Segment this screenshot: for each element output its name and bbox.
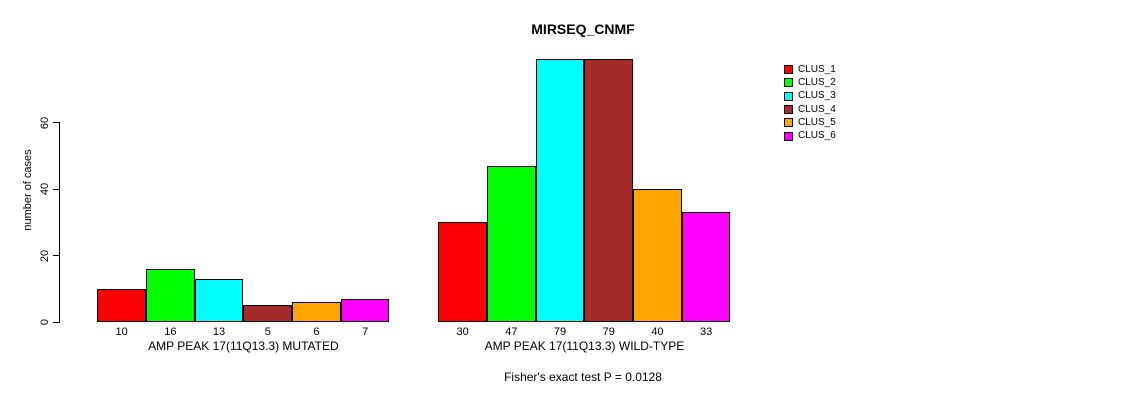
bar-wild-type-clus_6: [681, 212, 731, 322]
legend: CLUS_1 CLUS_2 CLUS_3 CLUS_4 CLUS_5 CLUS_6: [784, 63, 836, 143]
bar-value-label: 16: [164, 326, 177, 338]
legend-item-clus_1: CLUS_1: [784, 63, 836, 76]
x-axis-group-label-wild-type: AMP PEAK 17(11Q13.3) WILD-TYPE: [484, 339, 685, 353]
fisher-test-note: Fisher's exact test P = 0.0128: [504, 370, 662, 384]
legend-item-label: CLUS_6: [798, 130, 836, 142]
legend-swatch-clus_1: [784, 65, 793, 75]
bar-value-label: 10: [115, 326, 128, 338]
legend-item-label: CLUS_1: [798, 63, 836, 75]
bar-wild-type-clus_4: [584, 59, 634, 322]
legend-item-clus_3: CLUS_3: [784, 90, 836, 103]
y-tick-label: 40: [39, 182, 51, 196]
y-axis-line: [59, 122, 60, 323]
bar-value-label: 30: [456, 326, 469, 338]
y-tick-mark: [53, 255, 60, 256]
legend-item-label: CLUS_4: [798, 103, 836, 115]
legend-swatch-clus_2: [784, 78, 793, 88]
bar-mutated-clus_2: [146, 268, 195, 322]
bar-value-label: 47: [505, 326, 518, 338]
legend-item-clus_6: CLUS_6: [784, 129, 836, 142]
bar-mutated-clus_1: [97, 288, 146, 322]
y-tick-label: 60: [39, 116, 51, 129]
bar-value-label: 79: [553, 326, 567, 338]
legend-item-clus_2: CLUS_2: [784, 76, 836, 89]
bar-value-label: 6: [313, 326, 320, 338]
legend-swatch-clus_3: [784, 91, 793, 101]
bar-wild-type-clus_1: [438, 222, 487, 322]
bar-value-label: 79: [602, 326, 615, 338]
bar-mutated-clus_4: [243, 305, 293, 322]
y-tick-label: 20: [39, 249, 51, 262]
bar-wild-type-clus_2: [487, 165, 536, 322]
bar-value-label: 13: [212, 326, 226, 338]
bar-value-label: 40: [651, 326, 664, 338]
y-tick-mark: [53, 188, 60, 190]
bar-value-label: 33: [700, 326, 713, 338]
y-axis-label: number of cases: [22, 149, 34, 231]
bar-mutated-clus_6: [340, 298, 390, 322]
y-tick-label: 0: [39, 318, 51, 326]
y-tick-mark: [53, 321, 60, 323]
legend-swatch-clus_5: [784, 118, 793, 128]
bar-mutated-clus_5: [292, 302, 341, 322]
bar-wild-type-clus_3: [535, 59, 585, 322]
legend-swatch-clus_6: [784, 131, 793, 141]
bar-value-label: 7: [362, 326, 369, 338]
legend-item-label: CLUS_3: [798, 90, 836, 102]
bar-mutated-clus_3: [194, 278, 244, 322]
y-tick-mark: [53, 122, 60, 123]
bar-wild-type-clus_5: [633, 189, 682, 322]
legend-item-clus_4: CLUS_4: [784, 103, 836, 116]
legend-item-label: CLUS_5: [798, 116, 836, 128]
chart-title: MIRSEQ_CNMF: [531, 21, 635, 37]
legend-item-clus_5: CLUS_5: [784, 116, 836, 129]
x-axis-group-label-mutated: AMP PEAK 17(11Q13.3) MUTATED: [148, 339, 339, 353]
legend-swatch-clus_4: [784, 105, 793, 115]
bar-value-label: 5: [264, 326, 271, 338]
legend-item-label: CLUS_2: [798, 76, 836, 88]
